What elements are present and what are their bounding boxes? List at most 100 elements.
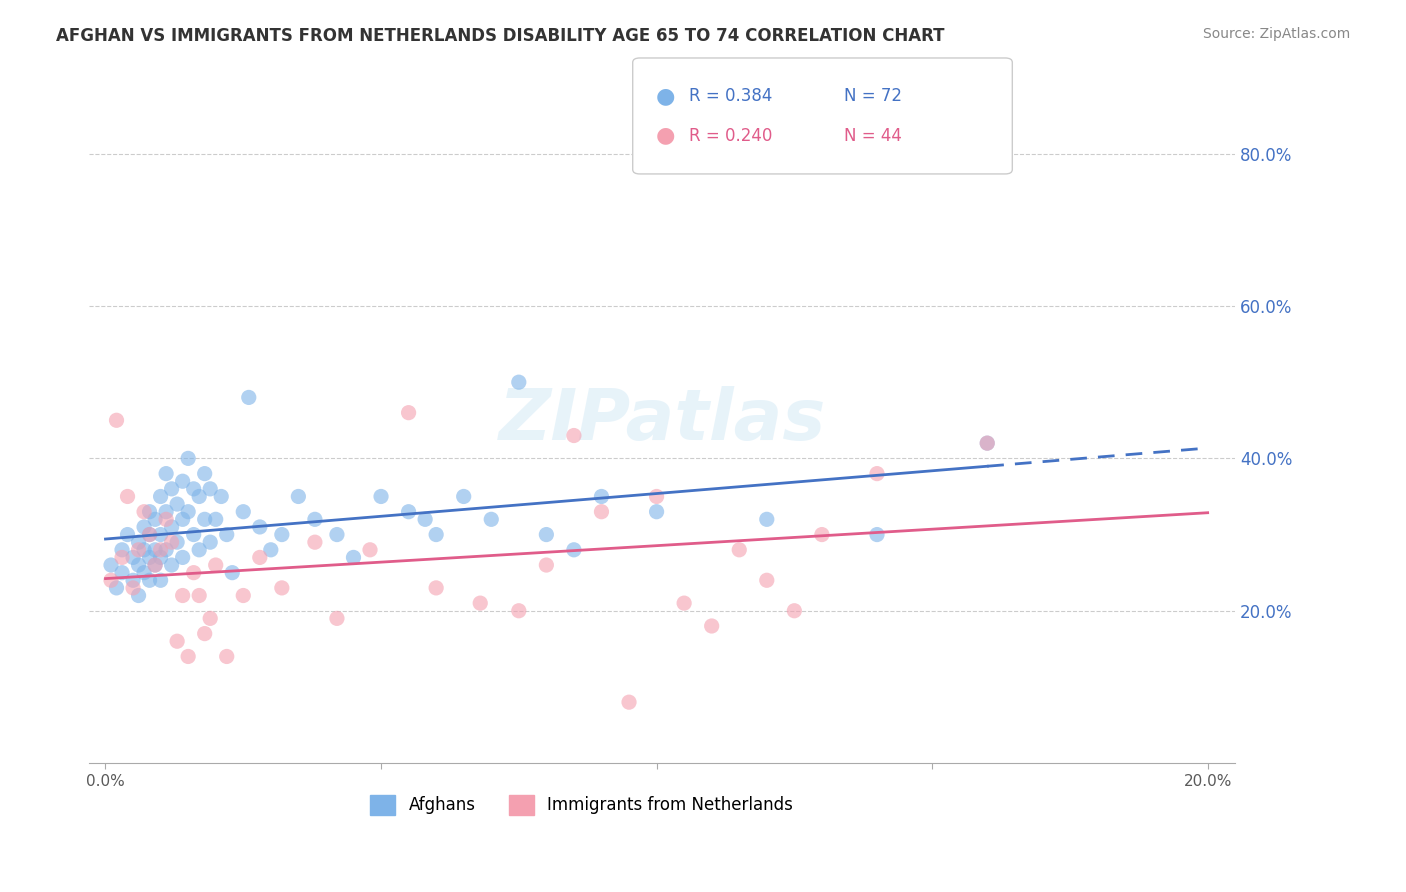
Immigrants from Netherlands — [111, 550, 134, 565]
Afghans — [260, 542, 283, 557]
Immigrants from Netherlands — [117, 490, 139, 504]
Afghans — [215, 527, 238, 541]
Immigrants from Netherlands — [326, 611, 349, 625]
Text: ●: ● — [655, 126, 675, 145]
Afghans — [591, 490, 613, 504]
Afghans — [166, 497, 188, 511]
Immigrants from Netherlands — [215, 649, 238, 664]
Immigrants from Netherlands — [755, 574, 778, 588]
Afghans — [138, 550, 160, 565]
Text: ZIPatlas: ZIPatlas — [498, 385, 825, 455]
Afghans — [160, 520, 183, 534]
Afghans — [111, 542, 134, 557]
Immigrants from Netherlands — [160, 535, 183, 549]
Afghans — [177, 451, 200, 466]
Afghans — [562, 542, 585, 557]
Immigrants from Netherlands — [270, 581, 292, 595]
Immigrants from Netherlands — [866, 467, 889, 481]
Afghans — [111, 566, 134, 580]
Afghans — [155, 542, 177, 557]
Afghans — [232, 505, 254, 519]
Afghans — [209, 490, 232, 504]
Afghans — [160, 558, 183, 572]
Afghans — [132, 566, 155, 580]
Afghans — [238, 391, 260, 405]
Afghans — [221, 566, 243, 580]
Immigrants from Netherlands — [100, 574, 122, 588]
Afghans — [155, 467, 177, 481]
Immigrants from Netherlands — [183, 566, 205, 580]
Afghans — [200, 535, 222, 549]
Afghans — [166, 535, 188, 549]
Afghans — [128, 558, 150, 572]
Immigrants from Netherlands — [976, 436, 998, 450]
Afghans — [149, 574, 172, 588]
Afghans — [326, 527, 349, 541]
Afghans — [645, 505, 668, 519]
Text: N = 72: N = 72 — [844, 87, 901, 105]
Immigrants from Netherlands — [645, 490, 668, 504]
Immigrants from Netherlands — [728, 542, 751, 557]
Immigrants from Netherlands — [425, 581, 447, 595]
Immigrants from Netherlands — [138, 527, 160, 541]
Afghans — [155, 505, 177, 519]
Immigrants from Netherlands — [700, 619, 723, 633]
Immigrants from Netherlands — [143, 558, 166, 572]
Text: R = 0.384: R = 0.384 — [689, 87, 772, 105]
Text: Source: ZipAtlas.com: Source: ZipAtlas.com — [1202, 27, 1350, 41]
Afghans — [172, 475, 194, 489]
Afghans — [200, 482, 222, 496]
Immigrants from Netherlands — [188, 589, 211, 603]
Afghans — [413, 512, 436, 526]
Afghans — [342, 550, 364, 565]
Immigrants from Netherlands — [122, 581, 145, 595]
Afghans — [370, 490, 392, 504]
Immigrants from Netherlands — [155, 512, 177, 526]
Afghans — [143, 558, 166, 572]
Immigrants from Netherlands — [470, 596, 492, 610]
Text: R = 0.240: R = 0.240 — [689, 127, 772, 145]
Afghans — [138, 505, 160, 519]
Afghans — [536, 527, 558, 541]
Immigrants from Netherlands — [398, 406, 420, 420]
Afghans — [287, 490, 309, 504]
Immigrants from Netherlands — [128, 542, 150, 557]
Immigrants from Netherlands — [105, 413, 128, 427]
Afghans — [177, 505, 200, 519]
Afghans — [249, 520, 271, 534]
Afghans — [183, 527, 205, 541]
Afghans — [188, 542, 211, 557]
Immigrants from Netherlands — [783, 604, 806, 618]
Afghans — [105, 581, 128, 595]
Afghans — [143, 512, 166, 526]
Text: AFGHAN VS IMMIGRANTS FROM NETHERLANDS DISABILITY AGE 65 TO 74 CORRELATION CHART: AFGHAN VS IMMIGRANTS FROM NETHERLANDS DI… — [56, 27, 945, 45]
Afghans — [172, 512, 194, 526]
Immigrants from Netherlands — [200, 611, 222, 625]
Afghans — [149, 550, 172, 565]
Immigrants from Netherlands — [177, 649, 200, 664]
Afghans — [194, 512, 217, 526]
Afghans — [755, 512, 778, 526]
Afghans — [453, 490, 475, 504]
Afghans — [100, 558, 122, 572]
Afghans — [149, 490, 172, 504]
Immigrants from Netherlands — [617, 695, 640, 709]
Immigrants from Netherlands — [508, 604, 530, 618]
Immigrants from Netherlands — [304, 535, 326, 549]
Immigrants from Netherlands — [562, 428, 585, 442]
Immigrants from Netherlands — [204, 558, 226, 572]
Afghans — [128, 535, 150, 549]
Immigrants from Netherlands — [359, 542, 381, 557]
Afghans — [122, 574, 145, 588]
Afghans — [172, 550, 194, 565]
Afghans — [976, 436, 998, 450]
Immigrants from Netherlands — [172, 589, 194, 603]
Afghans — [138, 527, 160, 541]
Immigrants from Netherlands — [149, 542, 172, 557]
Afghans — [183, 482, 205, 496]
Immigrants from Netherlands — [673, 596, 696, 610]
Afghans — [188, 490, 211, 504]
Afghans — [117, 527, 139, 541]
Legend: Afghans, Immigrants from Netherlands: Afghans, Immigrants from Netherlands — [363, 787, 801, 823]
Text: ●: ● — [655, 87, 675, 106]
